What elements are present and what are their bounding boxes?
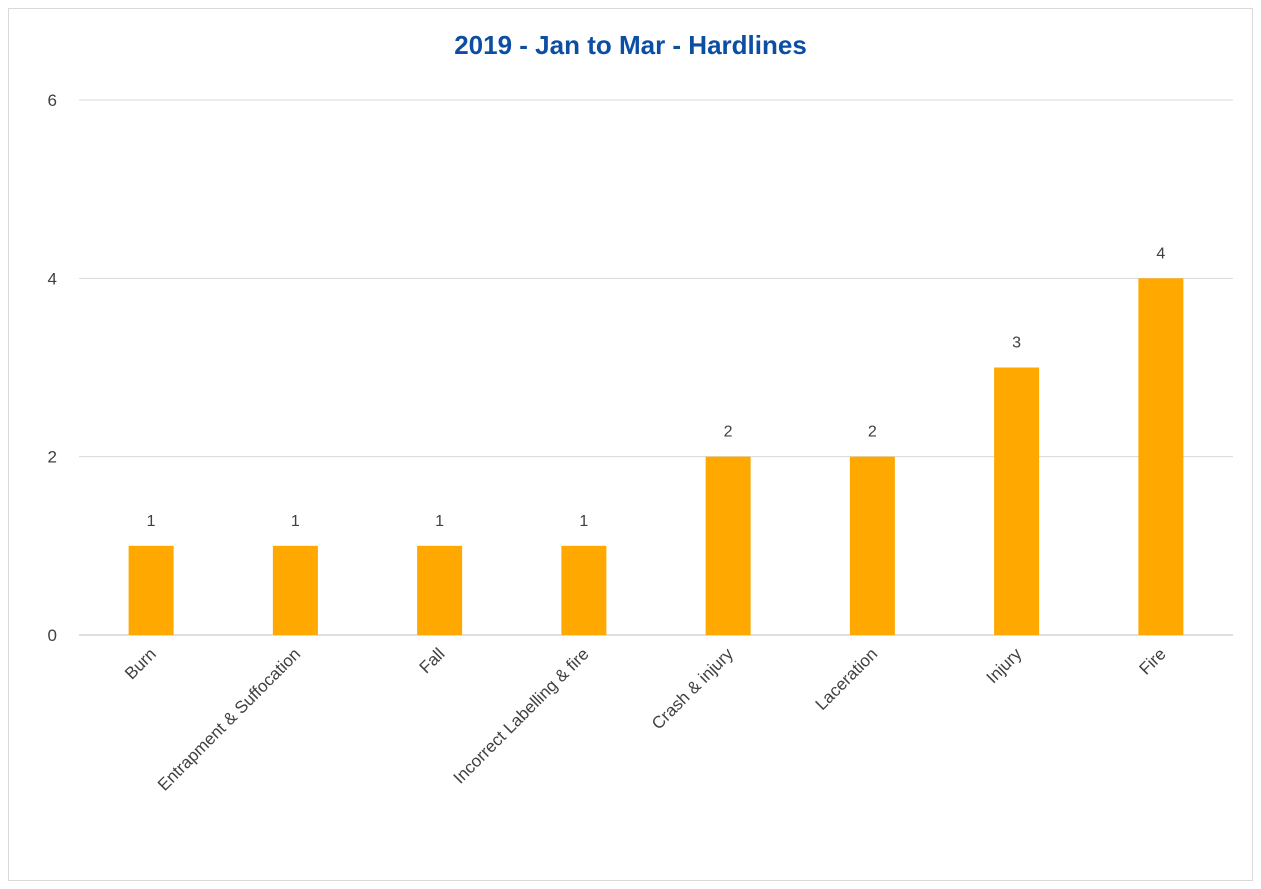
- data-labels: 1 1 1 1 2 2 3 4: [147, 245, 1166, 529]
- x-category-label: Entrapment & Suffocation: [154, 644, 304, 794]
- y-axis-tick-labels: 0 2 4 6: [48, 91, 57, 645]
- bar: [994, 367, 1040, 635]
- y-tick-label: 0: [48, 626, 57, 645]
- y-tick-label: 6: [48, 91, 57, 110]
- y-tick-label: 2: [48, 448, 57, 467]
- chart-frame: [8, 8, 1253, 881]
- x-category-label: Crash & injury: [648, 644, 737, 733]
- bar: [272, 545, 318, 635]
- x-category-label: Fall: [416, 644, 449, 677]
- data-label: 1: [147, 513, 156, 530]
- x-category-label: Incorrect Labelling & fire: [450, 644, 593, 787]
- data-label: 1: [435, 513, 444, 530]
- bar: [705, 456, 751, 635]
- data-label: 3: [1012, 335, 1021, 352]
- bar: [1138, 278, 1184, 635]
- data-label: 1: [291, 513, 300, 530]
- bar: [417, 545, 463, 635]
- x-category-label: Injury: [983, 644, 1026, 687]
- x-category-label: Fire: [1136, 644, 1170, 678]
- x-category-label: Burn: [121, 644, 160, 683]
- data-label: 1: [579, 513, 588, 530]
- bar: [849, 456, 895, 635]
- chart-title: 2019 - Jan to Mar - Hardlines: [454, 30, 807, 60]
- data-label: 4: [1156, 245, 1165, 262]
- gridlines: [79, 99, 1233, 636]
- data-label: 2: [724, 424, 733, 441]
- y-tick-label: 4: [48, 269, 57, 288]
- data-label: 2: [868, 424, 877, 441]
- bar: [561, 545, 607, 635]
- bar: [128, 545, 174, 635]
- x-category-label: Laceration: [812, 644, 882, 714]
- bars: [128, 278, 1184, 635]
